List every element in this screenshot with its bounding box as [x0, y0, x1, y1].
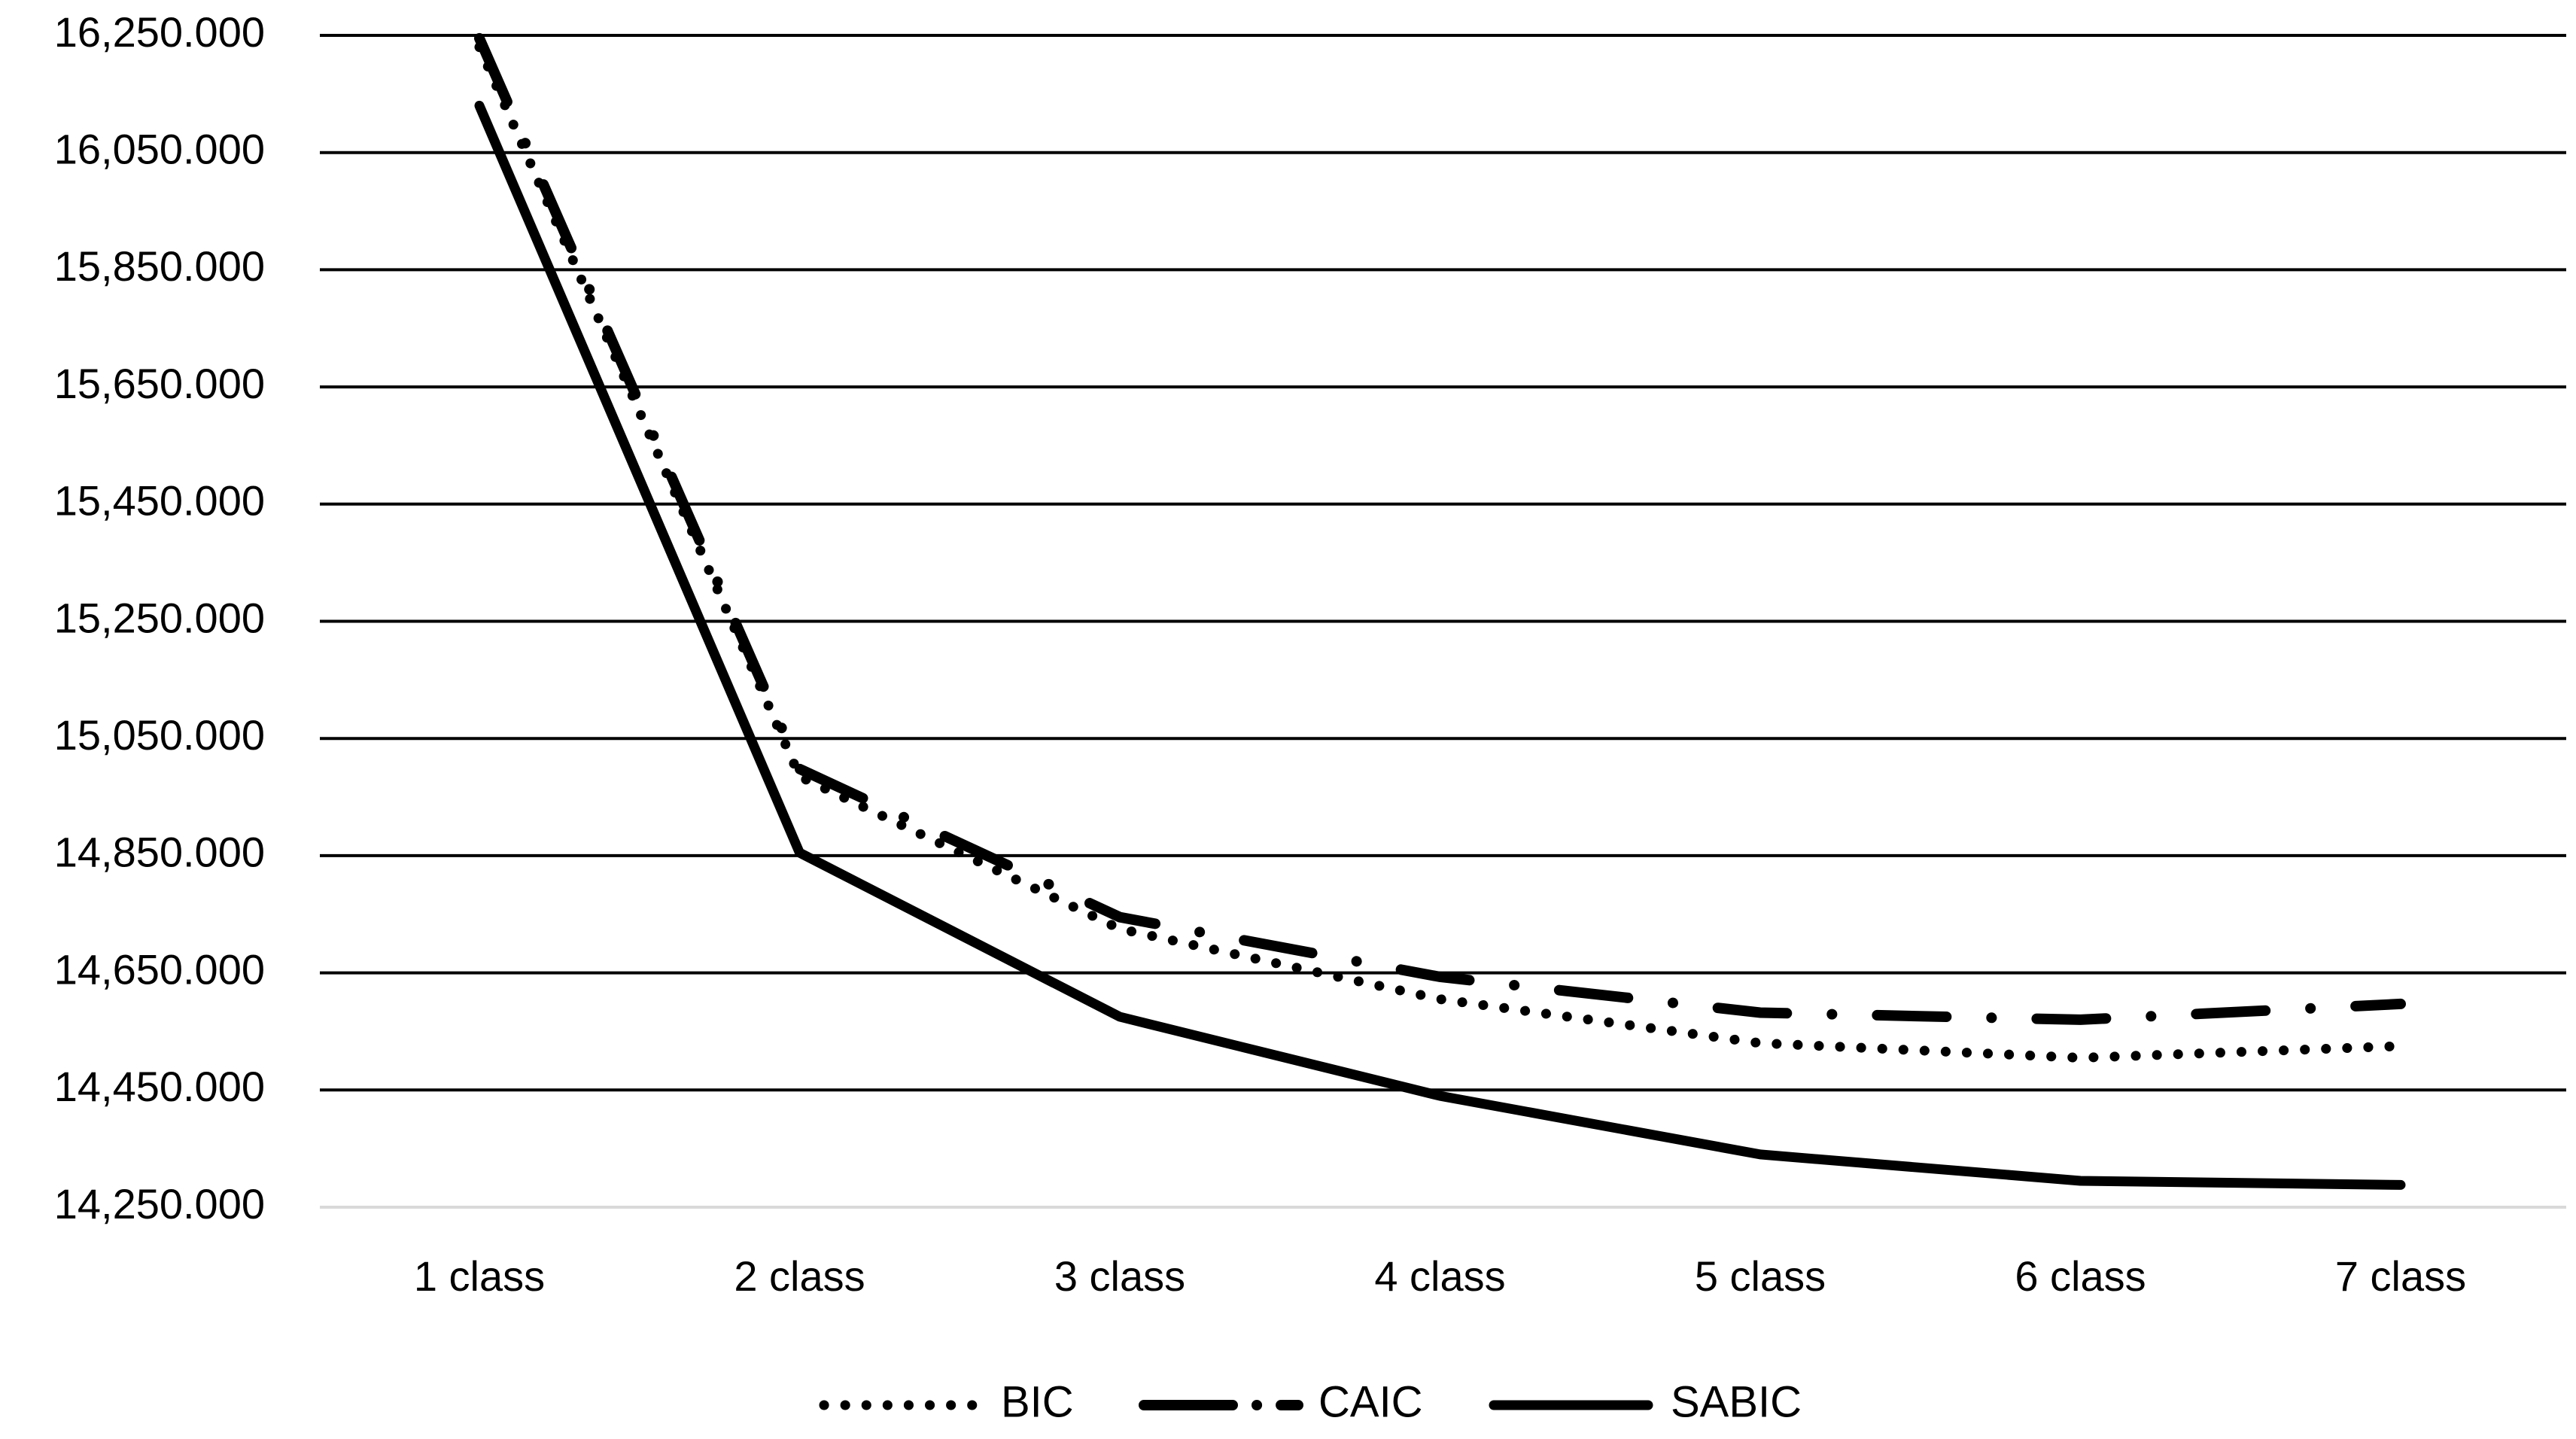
x-tick-label: 6 class: [2015, 1252, 2146, 1300]
y-tick-label: 14,850.000: [54, 829, 265, 876]
y-tick-label: 15,850.000: [54, 242, 265, 290]
legend-item-bic: BIC: [819, 1377, 1074, 1426]
y-tick-label: 16,050.000: [54, 125, 265, 172]
legend-label: BIC: [1001, 1377, 1074, 1426]
x-tick-label: 1 class: [414, 1252, 545, 1300]
series-line-caic: [474, 32, 2406, 1025]
y-tick-label: 14,250.000: [54, 1180, 265, 1228]
data-point-bic: [2080, 1057, 2081, 1058]
x-tick-label: 7 class: [2335, 1252, 2466, 1300]
x-tick-label: 2 class: [734, 1252, 865, 1300]
y-tick-label: 15,250.000: [54, 594, 265, 641]
legend-item-sabic: SABIC: [1489, 1377, 1802, 1426]
y-tick-label: 14,650.000: [54, 945, 265, 993]
y-tick-label: 16,250.000: [54, 8, 265, 56]
data-point-bic: [799, 776, 800, 777]
y-axis-tick-labels: 14,250.000 14,450.000 14,650.000 14,850.000…: [54, 8, 265, 1228]
x-axis-tick-labels: 1 class 2 class 3 class 4 class 5 class 6 cla…: [414, 1252, 2466, 1300]
series-line-bic: [474, 42, 2406, 1063]
legend: BIC CAIC SABIC: [819, 1377, 1802, 1426]
x-tick-label: 3 class: [1054, 1252, 1185, 1300]
y-tick-label: 15,650.000: [54, 360, 265, 407]
y-tick-label: 15,050.000: [54, 711, 265, 759]
legend-item-caic: CAIC: [1139, 1377, 1423, 1426]
series-line-sabic: [474, 100, 2406, 1190]
x-tick-label: 5 class: [1695, 1252, 1826, 1300]
y-tick-label: 15,450.000: [54, 477, 265, 525]
y-tick-label: 14,450.000: [54, 1063, 265, 1110]
series-lines: [474, 32, 2406, 1190]
legend-label: SABIC: [1671, 1377, 1802, 1426]
legend-label: CAIC: [1318, 1377, 1423, 1426]
x-tick-label: 4 class: [1374, 1252, 1505, 1300]
gridlines: [320, 34, 2566, 1209]
